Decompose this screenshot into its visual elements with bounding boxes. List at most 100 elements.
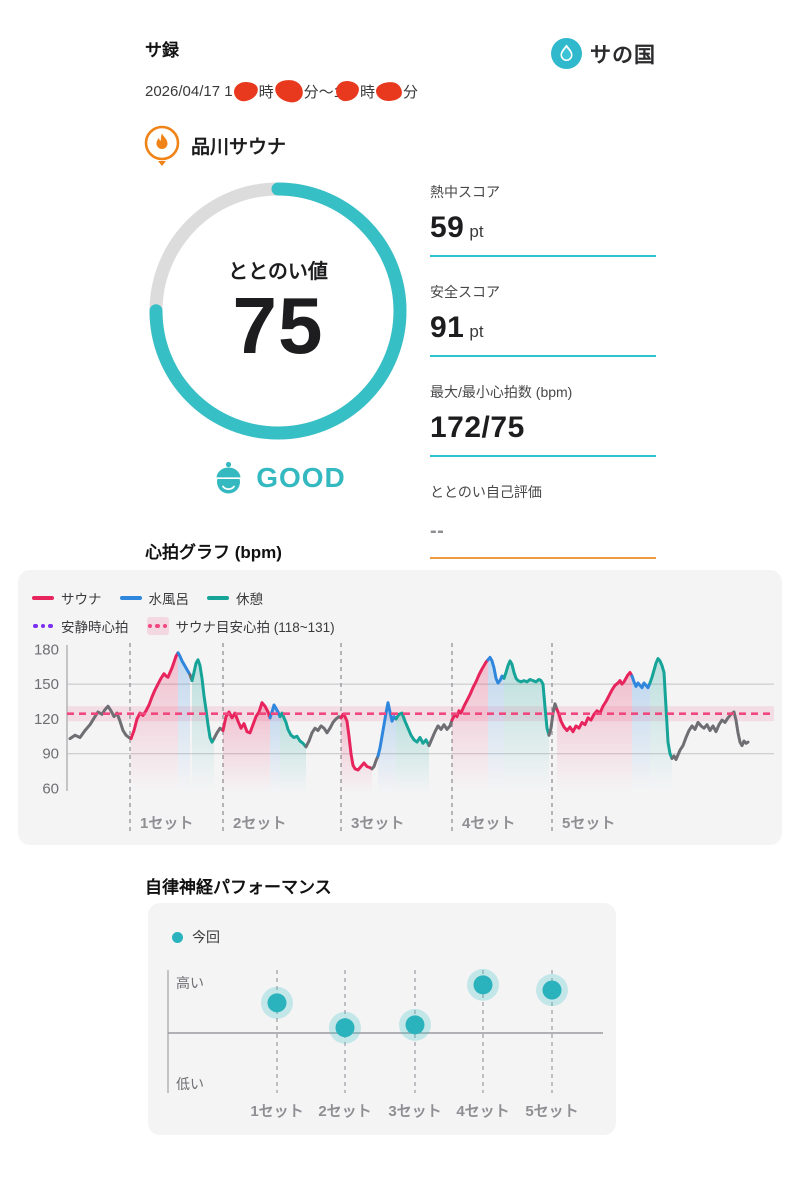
line-chip-icon — [119, 596, 142, 600]
phase-area-cold — [178, 652, 190, 798]
venue-name: 品川サウナ — [191, 137, 287, 158]
phase-area-cold — [488, 657, 504, 798]
y-label-high: 高い — [176, 975, 204, 991]
date-text: 2026/04/17 1 — [145, 82, 233, 100]
phase-area-sauna — [557, 672, 632, 798]
y-label-low: 低い — [176, 1076, 204, 1092]
legend-label: 今回 — [192, 929, 220, 945]
stat-max-min-hr: 最大/最小心拍数 (bpm) 172/75 — [430, 382, 656, 457]
legend-item: サウナ目安心拍 (118~131) — [146, 616, 335, 636]
redaction-scribble — [375, 80, 403, 102]
water-drop-icon — [551, 38, 582, 69]
hr-line-transition — [427, 718, 454, 748]
stat-label: 最大/最小心拍数 (bpm) — [430, 384, 573, 400]
date-text: 分～1 — [303, 83, 342, 101]
app-logo: サの国 — [551, 38, 656, 69]
gauge-label: ととのい値 — [228, 260, 328, 283]
date-text: 時 — [359, 83, 375, 101]
stat-label: 安全スコア — [430, 284, 500, 300]
hr-line-cold — [176, 651, 192, 677]
totonoi-gauge: ととのい値 75 — [145, 178, 411, 444]
hr-chart-title: 心拍グラフ (bpm) — [145, 543, 282, 562]
sauna-hat-face-icon — [215, 461, 242, 494]
set-label: 4セット — [456, 1103, 509, 1120]
set-label: 2セット — [233, 815, 286, 832]
set-label: 2セット — [318, 1103, 371, 1120]
gauge-value: 75 — [232, 280, 324, 370]
autonomic-legend: 今回 — [148, 903, 616, 947]
stats-panel: 熱中スコア 59 pt 安全スコア 91 pt 最大/最小心拍数 (bpm) 172… — [430, 182, 656, 584]
venue-row[interactable]: 品川サウナ — [143, 125, 286, 166]
set-label: 5セット — [562, 815, 615, 832]
hr-line-rest — [502, 659, 551, 737]
stat-value: -- — [430, 520, 445, 542]
legend-dot-icon — [172, 931, 183, 943]
page-title: サ録 — [145, 41, 179, 60]
legend-label: 水風呂 — [148, 592, 190, 607]
set-label: 3セット — [351, 815, 404, 832]
hr-line-rest — [648, 657, 674, 760]
data-point — [542, 980, 562, 1000]
set-label: 1セット — [250, 1103, 303, 1120]
stat-label: ととのい自己評価 — [430, 484, 542, 500]
stat-label: 熱中スコア — [430, 184, 500, 200]
stat-unit: pt — [469, 222, 484, 241]
y-tick-label: 180 — [34, 641, 59, 658]
dots-chip-icon — [32, 617, 54, 635]
line-chip-icon — [32, 596, 54, 600]
phase-area-cold — [378, 702, 396, 798]
autonomic-chart-card: 今回 — [148, 903, 616, 1135]
date-text: 時 — [258, 83, 274, 101]
hr-chart-legend: サウナ 水風呂 休憩 安静時心拍 サウナ目安心拍 (118~131) — [18, 570, 782, 636]
data-point — [335, 1018, 355, 1038]
legend-item: 休憩 — [207, 588, 263, 608]
phase-area-rest — [650, 658, 672, 798]
stat-value: 172/75 — [430, 411, 525, 444]
y-tick-label: 60 — [42, 781, 59, 798]
legend-item: サウナ — [32, 588, 102, 608]
stat-heat-score: 熱中スコア 59 pt — [430, 182, 656, 257]
phase-area-sauna — [341, 714, 372, 798]
phase-area-sauna — [223, 702, 270, 798]
hr-chart: 60 90 120 150 180 1セット 2セット 3セット 4セット 5セット — [34, 641, 774, 833]
gauge-ring — [149, 182, 407, 440]
data-point — [405, 1015, 425, 1035]
hr-line-rest — [190, 658, 216, 744]
hr-line-cold — [630, 674, 652, 690]
logo-text: サの国 — [590, 43, 656, 67]
set-label: 5セット — [525, 1103, 578, 1120]
stat-value: 59 — [430, 211, 465, 244]
legend-label: 休憩 — [236, 592, 263, 607]
y-tick-label: 150 — [34, 676, 59, 693]
stat-value: 91 — [430, 311, 465, 344]
dots-band-chip-icon — [146, 617, 169, 635]
date-text: 分 — [402, 83, 418, 101]
hr-line-transition — [68, 704, 133, 741]
hr-line-sauna — [339, 712, 374, 772]
set-label: 1セット — [140, 815, 193, 832]
line-chip-icon — [207, 596, 229, 600]
y-tick-label: 120 — [34, 711, 59, 728]
stat-safety-score: 安全スコア 91 pt — [430, 282, 656, 357]
redaction-scribble — [273, 78, 305, 104]
y-tick-label: 90 — [42, 746, 59, 763]
legend-label: サウナ — [61, 592, 102, 607]
phase-area-rest — [504, 660, 549, 798]
redaction-scribble — [335, 80, 360, 102]
legend-item: 水風呂 — [119, 588, 190, 608]
data-point — [267, 993, 287, 1013]
redaction-scribble — [232, 80, 259, 102]
phase-area-sauna — [131, 652, 178, 798]
phase-area-sauna — [452, 659, 488, 798]
rating-row: GOOD — [145, 459, 411, 496]
phase-area-cold — [270, 705, 280, 798]
phase-area-cold — [632, 676, 650, 798]
phase-area-rest — [280, 713, 306, 798]
hr-line-transition — [304, 715, 343, 749]
set-label: 4セット — [462, 815, 515, 832]
rating-text: GOOD — [256, 461, 346, 493]
stat-self-rating[interactable]: ととのい自己評価 -- — [430, 482, 656, 559]
flame-pin-icon — [144, 125, 180, 166]
phase-area-rest — [192, 659, 214, 798]
